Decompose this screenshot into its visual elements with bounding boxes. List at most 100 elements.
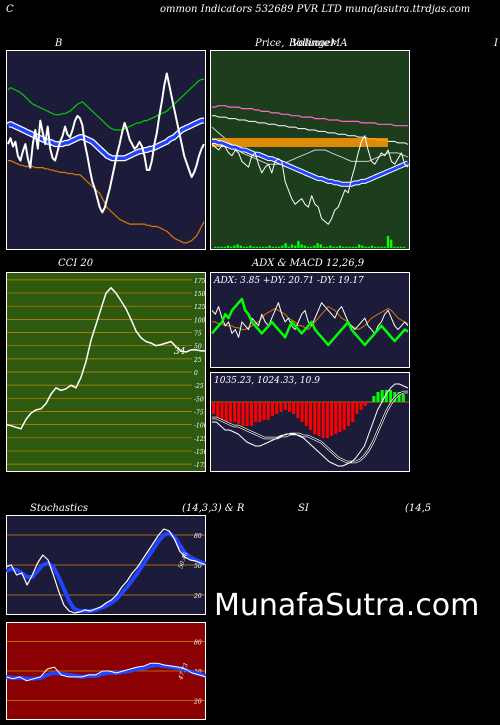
macd-histogram-bar xyxy=(296,402,300,418)
stoch-tick-label: 50 xyxy=(194,563,202,570)
price-orange-band xyxy=(212,138,388,147)
cci-tick-label: -150 xyxy=(194,449,206,456)
volume-bar xyxy=(220,246,223,248)
stoch-title: Stochastics xyxy=(30,503,88,514)
header-left-letter: C xyxy=(6,4,14,15)
volume-bar xyxy=(326,246,329,248)
volume-bar xyxy=(271,246,274,248)
volume-bar xyxy=(364,246,367,248)
cci-tick-label: -175 xyxy=(194,462,206,469)
watermark: MunafaSutra.com xyxy=(214,588,480,623)
header-title: ommon Indicators 532689 PVR LTD munafasu… xyxy=(160,4,471,15)
adx-background xyxy=(210,272,410,368)
macd-histogram-bar xyxy=(237,402,241,424)
macd-histogram-bar xyxy=(372,396,376,402)
volume-bar xyxy=(239,245,242,248)
stoch-k-line xyxy=(6,528,206,614)
macd-line xyxy=(212,383,409,467)
price-ma-grey xyxy=(211,126,409,165)
volume-bar xyxy=(399,246,402,248)
volume-bar xyxy=(345,246,348,248)
volume-bar xyxy=(249,245,252,248)
rsi-tick-label: 80 xyxy=(194,640,202,647)
stoch-params: (14,3,3) & R xyxy=(182,503,245,514)
volume-bar xyxy=(306,246,310,248)
macd-histogram-bar xyxy=(397,392,401,402)
macd-histogram-bar xyxy=(279,402,283,412)
macd-histogram-bar xyxy=(325,402,329,438)
macd-histogram-bar xyxy=(321,402,325,438)
volume-bar xyxy=(319,244,322,248)
macd-histogram-bar xyxy=(309,402,312,430)
volume-bar xyxy=(303,245,306,248)
cci-chart: 175 150 125 100 75 50 25 0 -25 -50 -75 -100 -125 -150… xyxy=(6,272,206,472)
price-line xyxy=(211,135,409,225)
volume-bar xyxy=(351,246,354,248)
volume-bar xyxy=(217,246,220,248)
volume-bar xyxy=(290,244,294,248)
volume-bar xyxy=(300,244,303,248)
rsi-title: SI xyxy=(298,503,309,514)
cci-tick-label: 50 xyxy=(194,344,202,351)
cci-tick-label: -100 xyxy=(194,423,206,430)
volume-bar xyxy=(242,246,246,248)
volume-bar xyxy=(374,246,377,248)
adx-line xyxy=(212,306,409,331)
volume-bar xyxy=(313,245,316,248)
macd-histogram-bar xyxy=(351,402,355,422)
macd-histogram-bar xyxy=(313,402,317,434)
cci-tick-label: 0 xyxy=(194,370,198,377)
adx-macd-title: ADX & MACD 12,26,9 xyxy=(252,258,365,269)
volume-bar xyxy=(262,246,265,248)
volume-bar xyxy=(380,246,383,248)
volume-bar xyxy=(367,246,370,248)
rsi-params: (14,5 xyxy=(405,503,432,514)
volume-bar xyxy=(358,244,361,248)
macd-histogram-bar xyxy=(384,390,388,402)
cci-tick-label: 150 xyxy=(194,291,206,298)
volume-bar xyxy=(338,245,342,248)
volume-bar xyxy=(310,246,313,248)
price-chart xyxy=(210,50,410,250)
macd-histogram-bar xyxy=(359,402,363,410)
volume-bar xyxy=(396,246,399,248)
volume-bar xyxy=(278,246,281,248)
macd-histogram-bar xyxy=(245,402,249,426)
cci-tick-label: 25 xyxy=(193,357,202,364)
bollinger-title: B xyxy=(55,38,63,49)
macd-histogram-bar xyxy=(212,402,215,414)
macd-histogram-bar xyxy=(389,390,393,402)
macd-histogram-bar xyxy=(292,402,296,414)
cci-tick-label: 100 xyxy=(194,317,206,324)
bollinger-background xyxy=(6,50,206,250)
macd-histogram-bar xyxy=(330,402,334,436)
volume-bar xyxy=(226,245,230,248)
macd-histogram-bar xyxy=(228,402,232,422)
adx-readout: ADX: 3.85 +DY: 20.71 -DY: 19.17 xyxy=(213,276,364,286)
macd-histogram-bar xyxy=(342,402,346,430)
macd-histogram-bar xyxy=(283,402,287,410)
macd-histogram-bar xyxy=(275,402,279,414)
volume-bar xyxy=(316,243,319,248)
volume-bar xyxy=(274,246,278,248)
macd-histogram-bar xyxy=(376,392,380,402)
volume-bar xyxy=(223,246,226,248)
volume-bar xyxy=(230,246,233,248)
bollinger-price-line xyxy=(7,72,205,214)
volume-bar xyxy=(332,246,335,248)
macd-histogram-bar xyxy=(380,390,384,402)
volume-bar xyxy=(377,246,380,248)
macd-histogram-bar xyxy=(363,402,367,406)
volume-bar xyxy=(214,246,217,248)
cci-tick-label: -125 xyxy=(194,436,206,443)
macd-histogram-bar xyxy=(347,402,350,426)
volume-bar xyxy=(402,246,406,248)
adx-minus-di xyxy=(211,297,409,347)
volume-bar xyxy=(233,245,236,248)
macd-histogram-bar xyxy=(300,402,304,422)
cci-last-value: 34 xyxy=(174,347,186,357)
macd-histogram-bar xyxy=(216,402,220,418)
price-title-overlap-2: Volume xyxy=(292,38,330,49)
volume-bar xyxy=(255,246,258,248)
